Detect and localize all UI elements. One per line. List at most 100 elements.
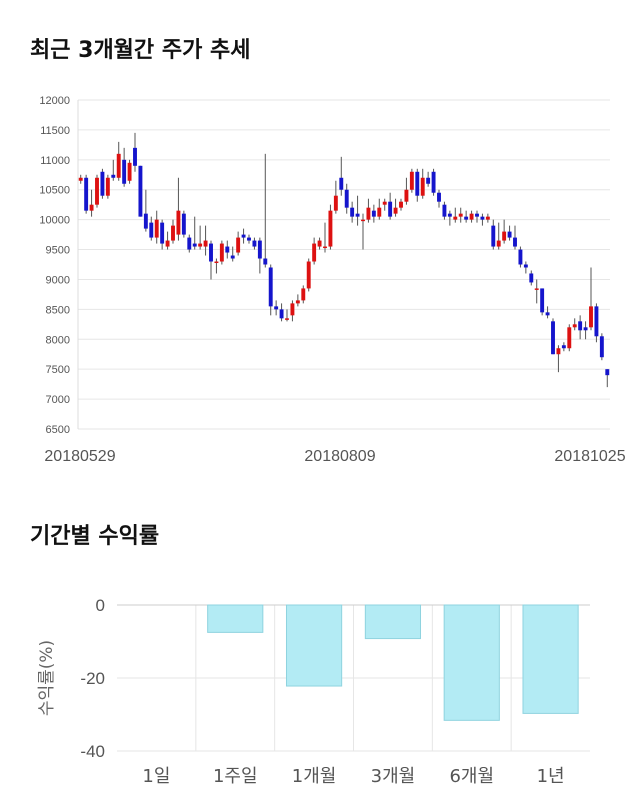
candle-body xyxy=(420,177,425,196)
y-tick-label: 10000 xyxy=(39,215,70,227)
candle xyxy=(415,168,420,202)
candle-body xyxy=(496,240,501,247)
candle xyxy=(295,294,300,307)
candle-body xyxy=(350,207,355,217)
x-tick-label: 1년 xyxy=(537,766,565,787)
candle xyxy=(176,177,181,241)
x-tick-label: 20180529 xyxy=(44,448,115,465)
candle-body xyxy=(388,201,393,217)
candle xyxy=(105,174,110,199)
candle-body xyxy=(230,255,235,259)
candle-body xyxy=(551,321,555,355)
candle xyxy=(437,189,441,208)
candle-body xyxy=(203,240,208,247)
candle xyxy=(409,168,414,193)
candle xyxy=(268,264,273,316)
y-tick-label: 8000 xyxy=(46,334,70,346)
candle xyxy=(301,285,306,304)
candle-body xyxy=(513,237,517,247)
candle-body xyxy=(95,177,99,205)
candle xyxy=(225,240,230,259)
candle xyxy=(312,237,317,265)
candle-body xyxy=(572,324,577,328)
candle-body xyxy=(241,234,246,238)
y-tick-label: 11000 xyxy=(40,155,70,167)
candle xyxy=(78,174,83,184)
candle xyxy=(513,225,517,250)
candle-body xyxy=(100,171,105,196)
candle xyxy=(523,261,528,274)
candle xyxy=(160,219,165,250)
candle xyxy=(496,222,501,250)
candle xyxy=(209,240,213,280)
candle-body xyxy=(219,243,224,262)
candle-body xyxy=(268,267,273,307)
candle xyxy=(485,213,490,223)
candle xyxy=(589,267,593,331)
candle-body xyxy=(393,207,398,214)
candle-body xyxy=(89,204,94,211)
candle-body xyxy=(361,219,365,222)
candle xyxy=(122,147,127,187)
candle xyxy=(127,159,132,184)
candle xyxy=(285,309,289,322)
candle-body xyxy=(149,222,154,238)
candle xyxy=(556,345,561,373)
candle xyxy=(431,168,436,196)
candle xyxy=(138,165,143,217)
candle-body xyxy=(404,189,409,202)
candle xyxy=(165,231,170,250)
candle-body xyxy=(507,231,512,238)
candle-body xyxy=(399,201,403,208)
candle xyxy=(187,234,192,253)
y-axis-label: 수익률(%) xyxy=(37,640,57,716)
candle xyxy=(404,177,409,205)
x-tick-label: 3개월 xyxy=(371,766,416,787)
candle xyxy=(518,246,523,268)
candle-body xyxy=(171,225,175,241)
candle-body xyxy=(583,327,588,331)
y-tick-label: 12000 xyxy=(39,95,70,107)
candle xyxy=(116,141,121,181)
candle xyxy=(323,222,327,253)
candle-body xyxy=(415,171,420,196)
candle xyxy=(252,237,257,250)
y-tick-label: 7500 xyxy=(46,364,70,376)
candle-body xyxy=(458,213,463,217)
candle-body xyxy=(84,177,89,211)
candle-body xyxy=(485,216,490,220)
candle xyxy=(464,210,469,223)
candle xyxy=(382,198,387,211)
candle-body xyxy=(236,237,241,253)
candle-body xyxy=(594,306,599,337)
candle xyxy=(333,180,338,214)
candle xyxy=(219,240,224,265)
candle-body xyxy=(181,213,186,235)
candle-body xyxy=(214,261,219,264)
y-tick-label: -20 xyxy=(80,669,105,688)
candle xyxy=(605,369,610,388)
candle xyxy=(339,156,344,196)
candle-body xyxy=(257,240,262,259)
candle-body xyxy=(333,195,338,211)
candle xyxy=(350,201,355,223)
candle xyxy=(344,183,349,214)
candle-body xyxy=(453,216,458,220)
candle xyxy=(578,315,583,340)
candle-body xyxy=(225,246,230,253)
candle xyxy=(480,213,485,226)
candle xyxy=(203,225,208,256)
candle xyxy=(491,219,496,250)
candle-body xyxy=(290,303,295,316)
candle-body xyxy=(469,213,474,220)
candle xyxy=(599,333,604,361)
candle-body xyxy=(209,243,213,262)
candle-body xyxy=(475,213,479,217)
candle-body xyxy=(111,174,116,178)
y-tick-label: 9000 xyxy=(46,274,70,286)
candle xyxy=(561,342,566,352)
candle-body xyxy=(127,162,132,181)
y-tick-label: -40 xyxy=(80,742,105,761)
candle xyxy=(154,210,159,244)
y-tick-label: 11500 xyxy=(40,125,70,137)
